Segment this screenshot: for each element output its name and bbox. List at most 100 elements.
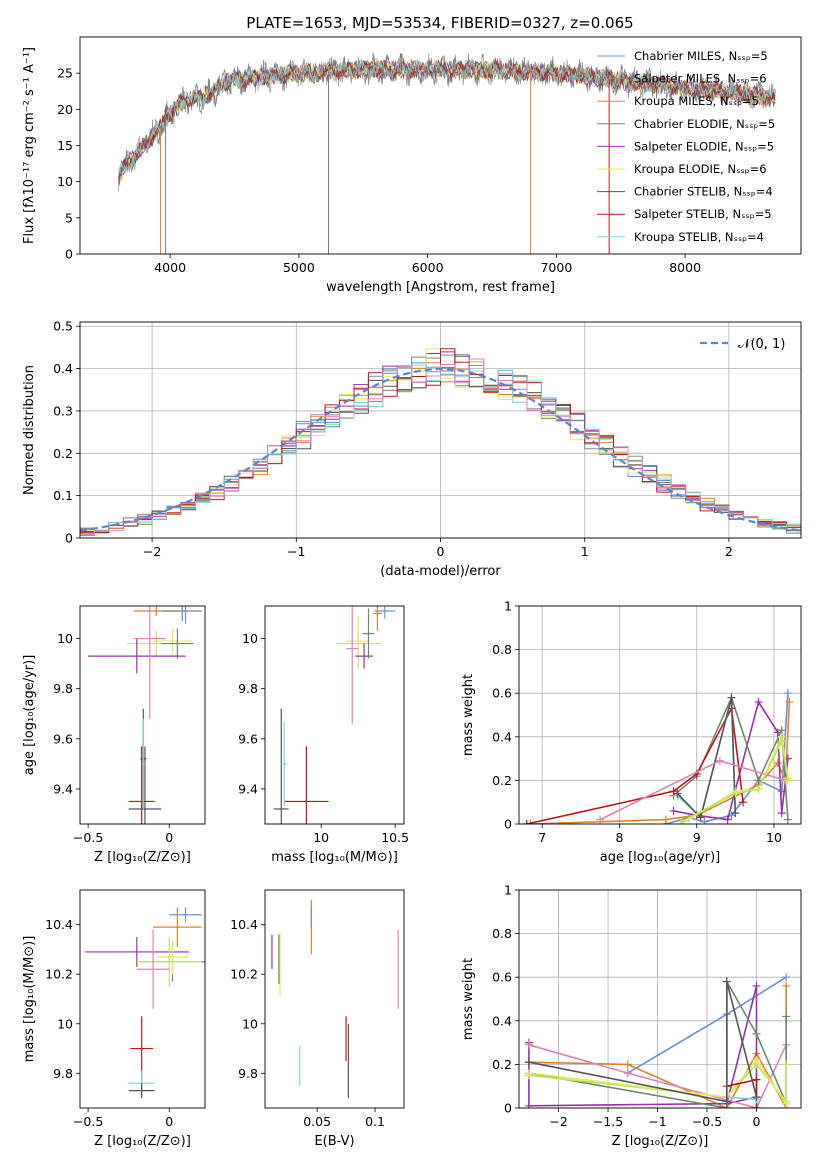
error-bar-point: [355, 643, 373, 669]
y-tick-label: 9.8: [53, 1066, 73, 1081]
x-tick-label: 9: [693, 830, 701, 845]
x-axis-label: (data-model)/error: [380, 564, 501, 579]
error-bar-point: [133, 606, 167, 719]
y-tick-label: 0.3: [53, 403, 73, 418]
y-tick-label: 0.4: [492, 729, 512, 744]
x-tick-label: −2: [143, 544, 161, 559]
error-bar-point: [130, 1016, 154, 1081]
age-vs-mass-panel: 10 10.5 9.4 9.6 9.8 10 mass [log₁₀(M/M⊙)]: [238, 605, 409, 865]
weight-point-marker: [700, 817, 709, 824]
weight-point-marker: [785, 697, 794, 706]
mass-weight-vs-metallicity-panel: −2 −1.5 −1 −0.5 0 0 0.2 0.4 0.6 0.8 1 Z [log₁₀(Z/Z⊙…: [461, 883, 802, 1149]
x-tick-label: 0.1: [365, 1114, 385, 1129]
error-bar-point: [284, 746, 329, 824]
y-tick-label: 10: [57, 174, 73, 189]
x-tick-label: 8000: [669, 260, 701, 275]
x-tick-label: 7: [538, 830, 546, 845]
weight-point-marker: [754, 785, 763, 794]
x-axis-label: wavelength [Angstrom, rest frame]: [326, 280, 555, 295]
legend-label: Chabrier STELIB, Nₛₛₚ=4: [634, 185, 773, 199]
y-axis-label: Flux [fλ10⁻¹⁷ erg cm⁻² s⁻¹ A⁻¹]: [22, 47, 37, 244]
weight-point-marker: [715, 756, 724, 765]
y-tick-label: 9.4: [238, 781, 258, 796]
age-vs-metallicity-panel: −0.5 0 9.4 9.6 9.8 10 Z [log₁₀(Z/Z⊙)] age [log₁…: [22, 605, 206, 865]
y-tick-label: 10.2: [230, 967, 258, 982]
plot-area: [271, 899, 399, 1099]
y-tick-label: 0: [504, 817, 512, 832]
weight-point-marker: [782, 1099, 791, 1108]
mass-vs-metallicity-panel: −0.5 0 9.8 10 10.2 10.4 Z [log₁₀(Z/Z⊙)] mass [l…: [22, 889, 206, 1149]
x-tick-label: 0: [752, 1114, 760, 1129]
x-axis-label: Z [log₁₀(Z/Z⊙)]: [612, 1134, 709, 1149]
x-tick-label: 0: [165, 830, 173, 845]
x-tick-label: −1: [648, 1114, 666, 1129]
legend-label: Kroupa STELIB, Nₛₛₚ=4: [634, 230, 764, 244]
weight-point-marker: [777, 737, 786, 746]
y-tick-label: 0.2: [492, 773, 512, 788]
axes-frame: [518, 605, 802, 825]
weight-point-marker: [752, 1093, 761, 1102]
y-tick-label: 9.8: [238, 1066, 258, 1081]
weight-point-marker: [524, 1101, 533, 1108]
normal-curve-line: [80, 367, 801, 532]
x-axis-label: Z [log₁₀(Z/Z⊙)]: [94, 850, 191, 865]
axes-frame: [264, 605, 405, 825]
y-tick-label: 5: [65, 210, 73, 225]
y-tick-label: 0: [65, 531, 73, 546]
y-tick-label: 0.4: [53, 361, 73, 376]
x-tick-label: 0: [165, 1114, 173, 1129]
x-axis-label: age [log₁₀(age/yr)]: [600, 850, 721, 865]
y-tick-label: 0.4: [492, 1013, 512, 1028]
x-axis-label: Z [log₁₀(Z/Z⊙)]: [94, 1134, 191, 1149]
error-bar-point: [372, 606, 382, 632]
x-tick-label: 4000: [154, 260, 186, 275]
plot-area: [524, 973, 791, 1108]
weight-series-line-2: [530, 701, 791, 824]
model-spectrum-line-7: [118, 58, 776, 184]
legend-label: Salpeter STELIB, Nₛₛₚ=5: [634, 207, 772, 221]
figure-title: PLATE=1653, MJD=53534, FIBERID=0327, z=0…: [246, 14, 633, 32]
weight-point-marker: [727, 693, 736, 702]
mass-vs-ebv-panel: 0.05 0.1 9.8 10 10.2 10.4 E(B-V): [230, 889, 405, 1149]
legend-label: Kroupa ELODIE, Nₛₛₚ=6: [634, 162, 767, 176]
x-tick-label: 7000: [540, 260, 572, 275]
y-tick-label: 0: [65, 247, 73, 262]
x-tick-label: 8: [615, 830, 623, 845]
y-tick-label: 10: [57, 1016, 73, 1031]
y-tick-label: 10: [57, 631, 73, 646]
error-bar-point: [141, 718, 145, 809]
error-bar-point: [346, 616, 370, 667]
weight-point-marker: [669, 806, 678, 815]
weight-point-marker: [782, 1012, 791, 1021]
weight-point-marker: [524, 1040, 533, 1049]
weight-series-line-4: [528, 1044, 787, 1108]
x-tick-label: −1: [287, 544, 305, 559]
x-tick-label: −1.5: [593, 1114, 623, 1129]
x-tick-label: −0.5: [73, 830, 103, 845]
weight-point-marker: [754, 697, 763, 706]
x-tick-label: −0.5: [73, 1114, 103, 1129]
weight-point-marker: [782, 981, 791, 990]
y-tick-label: 0.6: [492, 686, 512, 701]
weight-point-marker: [596, 815, 605, 824]
weight-point-marker: [731, 789, 740, 798]
error-bar-point: [362, 608, 375, 659]
weight-series-line-10: [528, 981, 758, 1103]
x-tick-label: 5000: [283, 260, 315, 275]
y-tick-label: 0: [504, 1101, 512, 1116]
x-axis-label: mass [log₁₀(M/M⊙)]: [271, 850, 398, 865]
weight-point-marker: [752, 1075, 761, 1084]
weight-series-line-7: [528, 1058, 787, 1105]
weight-point-marker: [783, 815, 792, 824]
y-tick-label: 0.2: [53, 446, 73, 461]
plot-area: [88, 606, 202, 824]
weight-point-marker: [754, 776, 763, 785]
error-bar-point: [156, 939, 189, 975]
weight-point-marker: [773, 758, 782, 767]
weight-point-marker: [524, 1058, 533, 1067]
legend-label: Chabrier MILES, Nₛₛₚ=5: [634, 49, 768, 63]
y-axis-label: mass weight: [461, 958, 476, 1040]
weight-point-marker: [722, 977, 731, 986]
y-tick-label: 9.6: [238, 731, 258, 746]
